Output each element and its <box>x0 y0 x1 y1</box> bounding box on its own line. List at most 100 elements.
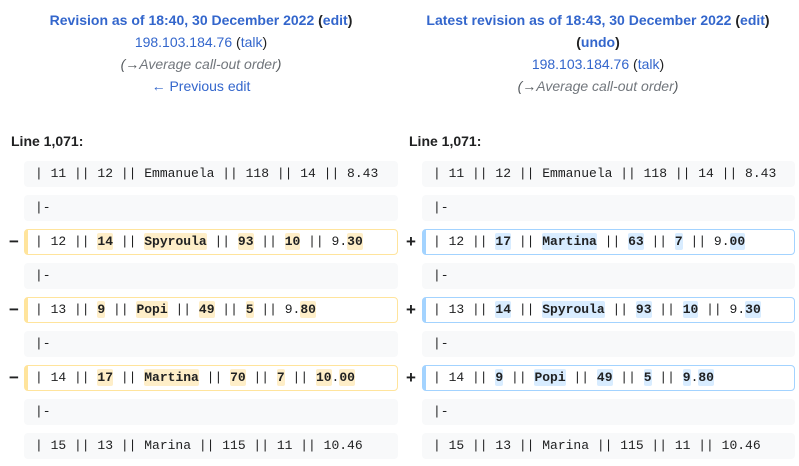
left-revision-title-link[interactable]: Revision as of 18:40, 30 December 2022 <box>49 12 315 28</box>
unchanged-text: || 9. <box>698 302 746 317</box>
changed-text: Martina <box>144 369 199 386</box>
changed-text: 9 <box>495 369 504 386</box>
deleted-line-cell: | 12 || 14 || Spyroula || 93 || 10 || 9.… <box>24 229 398 255</box>
unchanged-text: || <box>565 370 597 385</box>
right-revision-title-link[interactable]: Latest revision as of 18:43, 30 December… <box>426 12 732 28</box>
changed-text: 80 <box>300 301 316 318</box>
changed-text: 7 <box>276 369 285 386</box>
unchanged-text: || <box>253 234 285 249</box>
added-line-cell: | 14 || 9 || Popi || 49 || 5 || 9.80 <box>422 365 795 391</box>
unchanged-text: || <box>651 302 683 317</box>
diff-row-context: | 11 || 12 || Emmanuela || 118 || 14 || … <box>0 161 799 191</box>
unchanged-text: | 14 || <box>433 370 496 385</box>
changed-text: 10 <box>682 301 699 318</box>
unchanged-text: || <box>596 234 629 249</box>
right-summary-section[interactable]: Average call-out order <box>536 78 674 94</box>
added-line-marker: + <box>406 368 416 387</box>
right-edit-link[interactable]: edit <box>740 12 765 28</box>
changed-text: 9 <box>97 301 106 318</box>
context-line-left: |- <box>24 195 398 221</box>
left-summary-section[interactable]: Average call-out order <box>139 56 277 72</box>
unchanged-text: || <box>198 370 231 385</box>
unchanged-text: || <box>167 302 199 317</box>
right-talk-link[interactable]: talk <box>637 56 660 72</box>
added-line-marker: + <box>406 300 416 319</box>
deleted-line-marker: − <box>9 368 19 387</box>
changed-text: Spyroula <box>144 233 207 250</box>
unchanged-text: || <box>105 302 137 317</box>
unchanged-text: || <box>113 234 145 249</box>
changed-text: 93 <box>237 233 254 250</box>
changed-text: 5 <box>643 369 652 386</box>
unchanged-text: || <box>511 234 543 249</box>
context-line-right: |- <box>422 331 795 357</box>
changed-text: 00 <box>729 233 746 250</box>
diff-row-changed: − + | 13 || 9 || Popi || 49 || 5 || 9.80 | … <box>0 297 799 327</box>
changed-text: 10 <box>284 233 301 250</box>
context-line-left: |- <box>24 263 398 289</box>
right-line-number: Line 1,071: <box>409 133 482 149</box>
left-edit-link[interactable]: edit <box>322 12 348 28</box>
context-line-right: | 15 || 13 || Marina || 115 || 11 || 10.… <box>422 433 795 459</box>
unchanged-text: || <box>206 234 238 249</box>
deleted-line-cell: | 14 || 17 || Martina || 70 || 7 || 10.0… <box>24 365 398 391</box>
changed-text: Spyroula <box>542 301 605 318</box>
added-line-cell: | 13 || 14 || Spyroula || 93 || 10 || 9.… <box>422 297 795 323</box>
unchanged-text: | 12 || <box>35 234 98 249</box>
changed-text: 63 <box>628 233 644 250</box>
deleted-line-marker: − <box>9 232 19 251</box>
changed-text: 7 <box>674 233 683 250</box>
left-line-number: Line 1,071: <box>11 133 84 149</box>
unchanged-text: || <box>245 370 277 385</box>
changed-text: 14 <box>97 233 114 250</box>
left-user-link[interactable]: 198.103.184.76 <box>134 34 233 50</box>
right-user-line: 198.103.184.76 (talk) <box>531 56 665 72</box>
unchanged-text: || <box>503 370 535 385</box>
changed-text: 17 <box>97 369 114 386</box>
unchanged-text: . <box>690 370 699 385</box>
previous-edit-link[interactable]: ← Previous edit <box>151 78 251 94</box>
changed-text: Popi <box>136 301 168 318</box>
unchanged-text: || <box>651 370 683 385</box>
diff-row-context: |- |- <box>0 263 799 293</box>
unchanged-text: | 13 || <box>35 302 98 317</box>
context-line-right: |- <box>422 263 795 289</box>
context-line-left: |- <box>24 399 398 425</box>
changed-text: 9 <box>682 369 691 386</box>
unchanged-text: || 9. <box>253 302 301 317</box>
undo-link[interactable]: undo <box>580 34 616 50</box>
right-revision-title-line: Latest revision as of 18:43, 30 December… <box>426 12 770 28</box>
deleted-line-cell: | 13 || 9 || Popi || 49 || 5 || 9.80 <box>24 297 398 323</box>
right-user-link[interactable]: 198.103.184.76 <box>531 56 630 72</box>
left-talk-link[interactable]: talk <box>240 34 263 50</box>
changed-text: 70 <box>230 369 246 386</box>
right-undo-line: (undo) <box>576 34 620 50</box>
context-line-right: |- <box>422 195 795 221</box>
context-line-left: |- <box>24 331 398 357</box>
changed-text: 93 <box>635 301 652 318</box>
unchanged-text: || <box>612 370 644 385</box>
context-line-right: |- <box>422 399 795 425</box>
changed-text: 14 <box>495 301 512 318</box>
changed-text: Martina <box>542 233 597 250</box>
context-line-left: | 15 || 13 || Marina || 115 || 11 || 10.… <box>24 433 398 459</box>
unchanged-text: | 12 || <box>433 234 496 249</box>
unchanged-text: || 9. <box>300 234 348 249</box>
context-line-right: | 11 || 12 || Emmanuela || 118 || 14 || … <box>422 161 795 187</box>
left-user-line: 198.103.184.76 (talk) <box>134 34 268 50</box>
diff-row-context: |- |- <box>0 331 799 361</box>
right-edit-summary: (→Average call-out order) <box>517 78 679 94</box>
left-edit-summary: (→Average call-out order) <box>120 56 282 72</box>
unchanged-text: . <box>331 370 340 385</box>
changed-text: Popi <box>534 369 566 386</box>
diff-row-context: |- |- <box>0 195 799 225</box>
changed-text: 49 <box>198 301 215 318</box>
changed-text: 30 <box>347 233 363 250</box>
diff-row-context: | 15 || 13 || Marina || 115 || 11 || 10.… <box>0 433 799 463</box>
left-revision-header: Revision as of 18:40, 30 December 2022 (… <box>0 9 402 97</box>
diff-row-context: |- |- <box>0 399 799 429</box>
changed-text: 00 <box>339 369 355 386</box>
unchanged-text: || <box>511 302 543 317</box>
added-line-cell: | 12 || 17 || Martina || 63 || 7 || 9.00 <box>422 229 795 255</box>
changed-text: 17 <box>495 233 512 250</box>
